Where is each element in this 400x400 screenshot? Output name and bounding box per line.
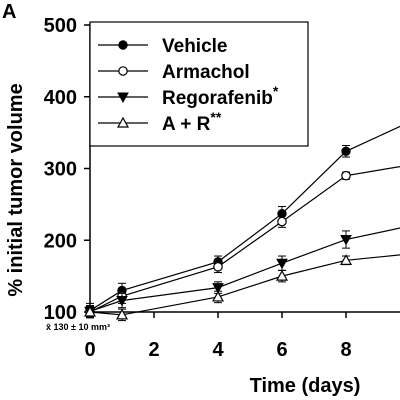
series-layer xyxy=(83,125,400,322)
data-point xyxy=(275,269,289,281)
legend-superscript: * xyxy=(273,83,279,99)
data-point xyxy=(213,261,223,272)
data-point xyxy=(211,290,225,302)
x-axis-title: Time (days) xyxy=(250,375,361,397)
legend-entry-0: Vehicle xyxy=(98,36,228,57)
data-point xyxy=(212,283,224,294)
x-tick-label: 8 xyxy=(340,339,351,361)
x-tick-label: 0 xyxy=(84,339,95,361)
legend-label: Armachol xyxy=(162,62,250,83)
x-tick-label: 4 xyxy=(212,339,224,361)
x-tick-label: 6 xyxy=(276,339,287,361)
legend-marker xyxy=(118,40,128,50)
y-axis-ticks: 100 200 300 400 500 xyxy=(44,15,90,324)
y-tick-label: 200 xyxy=(44,230,77,252)
data-point xyxy=(116,296,128,307)
data-point xyxy=(341,146,351,156)
legend-entry-2: Regorafenib* xyxy=(98,83,279,109)
x-axis-ticks: 0 2 4 6 8 xyxy=(84,312,352,361)
data-point xyxy=(83,305,97,317)
legend-marker xyxy=(116,116,130,128)
y-tick-label: 100 xyxy=(44,302,77,324)
baseline-note: x̄ 130 ± 10 mm³ xyxy=(46,322,110,332)
y-tick-label: 400 xyxy=(44,87,77,109)
data-point xyxy=(341,170,351,181)
data-point xyxy=(340,235,352,246)
data-point xyxy=(276,258,288,270)
legend-label: Vehicle xyxy=(162,36,228,57)
series-3 xyxy=(83,254,400,322)
series-line xyxy=(89,165,400,313)
legend-superscript: ** xyxy=(210,109,221,125)
x-tick-label: 2 xyxy=(148,339,159,361)
legend-entry-1: Armachol xyxy=(98,62,250,83)
series-1 xyxy=(85,165,400,319)
series-line xyxy=(89,125,400,312)
data-point xyxy=(277,216,287,227)
series-line xyxy=(89,254,400,316)
panel-label: A xyxy=(2,1,16,23)
legend-label: Regorafenib* xyxy=(162,83,279,109)
data-point xyxy=(339,254,353,265)
series-line xyxy=(89,227,400,312)
y-tick-label: 300 xyxy=(44,159,77,181)
series-2 xyxy=(84,227,400,318)
y-tick-label: 500 xyxy=(44,15,77,37)
legend-marker xyxy=(117,92,129,104)
y-axis-title: % initial tumor volume xyxy=(5,83,27,296)
data-point xyxy=(115,308,129,320)
legend-marker xyxy=(118,66,128,76)
